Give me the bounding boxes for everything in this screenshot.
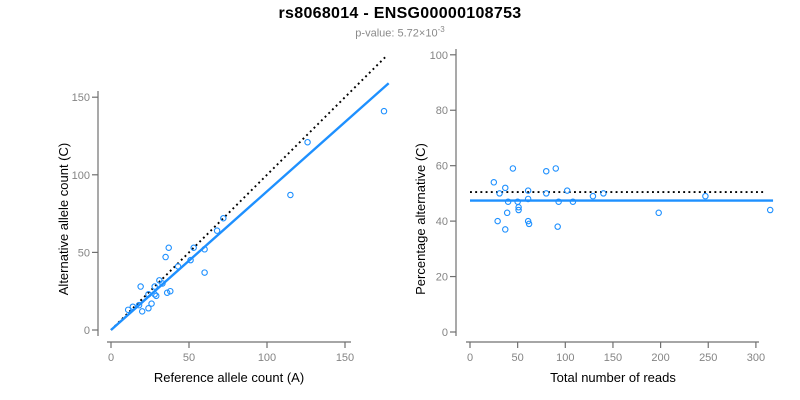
left-plot: 0 50 100 150 0 50 100 150 Reference allele count… [56, 56, 390, 385]
x-tick-label: 200 [651, 352, 669, 364]
data-point [151, 291, 158, 298]
x-tick-label: 0 [108, 352, 114, 364]
data-point [145, 305, 152, 312]
data-point [124, 306, 132, 314]
data-point [174, 263, 182, 270]
y-tick-label: 0 [442, 327, 448, 339]
data-point [600, 190, 607, 197]
data-point [187, 256, 194, 264]
p-value-text: p-value: 5.72×10 [355, 27, 438, 40]
data-point [555, 198, 562, 205]
regression-line [110, 82, 390, 331]
data-point [129, 303, 137, 310]
data-point [563, 187, 571, 194]
data-point [135, 301, 143, 309]
data-point [524, 217, 532, 225]
data-point [159, 280, 166, 287]
data-point [201, 246, 208, 253]
data-point [380, 107, 388, 115]
data-point [569, 198, 577, 205]
x-tick-label: 0 [467, 352, 473, 364]
data-point [137, 283, 144, 290]
data-point [766, 206, 774, 214]
y-tick-label: 0 [84, 325, 90, 337]
data-point [496, 190, 503, 197]
data-point [167, 287, 174, 295]
x-axis-title: Total number of reads [550, 370, 676, 385]
plot-subtitle: p-value: 5.72×10-3 [0, 25, 800, 40]
data-point [515, 206, 522, 214]
p-value-exponent: -3 [437, 25, 445, 34]
data-point [490, 179, 498, 186]
x-tick-label: 50 [512, 352, 524, 364]
data-point [148, 300, 155, 307]
x-tick-label: 150 [604, 352, 622, 364]
identity-line [110, 56, 387, 331]
data-point [502, 184, 509, 192]
right-plot: 0 50 100 150 200 250 300 0 20 40 60 80 100 Total numb… [413, 49, 774, 385]
x-tick-label: 300 [747, 352, 765, 364]
y-tick-label: 80 [436, 105, 448, 117]
data-point [287, 191, 294, 199]
y-tick-label: 150 [72, 92, 90, 104]
y-tick-label: 60 [436, 161, 448, 173]
data-point [554, 223, 561, 230]
x-tick-label: 50 [183, 352, 195, 364]
data-point [589, 192, 597, 200]
data-point [503, 209, 511, 217]
data-point [494, 217, 501, 225]
data-point [525, 220, 533, 228]
data-point [702, 192, 709, 200]
data-point [552, 165, 560, 172]
y-tick-label: 100 [72, 170, 90, 182]
data-point [213, 227, 221, 234]
data-point [524, 187, 532, 194]
x-tick-label: 100 [556, 352, 574, 364]
data-point [504, 198, 512, 205]
data-point [201, 269, 208, 276]
data-point [502, 226, 509, 233]
x-tick-label: 100 [258, 352, 276, 364]
data-point [509, 165, 517, 172]
data-point [165, 244, 172, 251]
data-point [190, 244, 197, 251]
data-point [220, 215, 227, 222]
data-point [151, 283, 158, 290]
y-axis-title: Alternative allele count (C) [56, 143, 71, 295]
data-point [524, 195, 532, 203]
data-point [163, 289, 171, 297]
y-tick-label: 20 [436, 272, 448, 284]
data-point [515, 204, 522, 211]
data-point [162, 253, 169, 261]
x-axis-title: Reference allele count (A) [154, 370, 304, 385]
data-point [655, 209, 662, 217]
data-point [542, 190, 550, 197]
x-tick-label: 150 [336, 352, 354, 364]
data-point [152, 292, 160, 300]
data-point [304, 138, 311, 146]
data-point [145, 291, 152, 298]
plot-title: rs8068014 - ENSG00000108753 [278, 5, 522, 22]
data-point [542, 167, 550, 175]
y-axis-title: Percentage alternative (C) [413, 143, 428, 295]
y-tick-label: 100 [430, 50, 448, 62]
data-point [138, 308, 146, 315]
y-tick-label: 50 [78, 247, 90, 259]
y-tick-label: 40 [436, 216, 448, 228]
x-tick-label: 250 [699, 352, 717, 364]
